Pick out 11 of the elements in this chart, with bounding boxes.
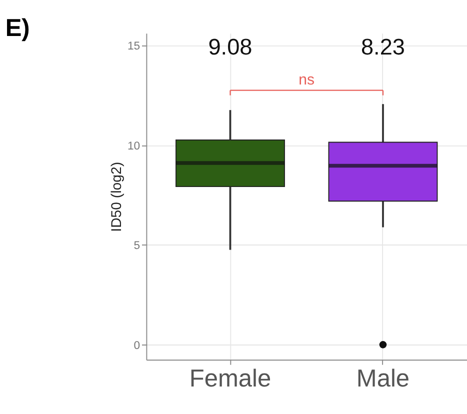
annotation: 9.08 — [208, 34, 252, 60]
annotation: ns — [298, 72, 315, 89]
y-tick-label: 15 — [128, 40, 140, 52]
y-tick-label: 0 — [134, 340, 140, 352]
y-tick-label: 10 — [128, 140, 140, 152]
y-tick-label: 5 — [134, 240, 140, 252]
x-tick-label: Female — [189, 366, 272, 393]
chart-title: E) — [5, 15, 30, 42]
annotation: 8.23 — [360, 34, 406, 60]
y-axis-title: ID50 (log2) — [108, 162, 124, 232]
x-tick-label: Male — [356, 366, 410, 393]
